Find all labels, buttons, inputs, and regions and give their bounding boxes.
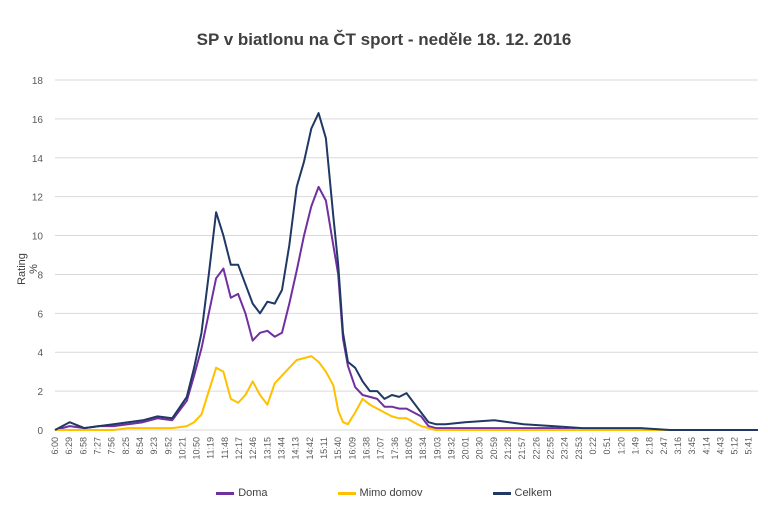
x-tick-label: 2:18: [645, 437, 655, 455]
x-tick-label: 7:56: [107, 437, 117, 455]
x-tick-label: 15:11: [319, 437, 329, 459]
x-tick-labels: 6:00 6:29 6:58 7:27 7:56 8:25 8:54 9:23 9:52 10:2…: [50, 437, 754, 460]
x-tick-label: 23:53: [574, 437, 584, 460]
x-tick-label: 21:28: [503, 437, 513, 460]
x-tick-label: 16:09: [347, 437, 357, 460]
x-tick-label: 20:59: [489, 437, 499, 460]
x-tick-label: 1:20: [616, 437, 626, 455]
x-tick-label: 2:47: [659, 437, 669, 455]
series-line-mimo-domov: [55, 355, 758, 431]
y-tick-label: 0: [37, 426, 43, 437]
x-tick-label: 5:12: [730, 437, 740, 455]
x-tick-label: 6:00: [50, 437, 60, 455]
legend-swatch-mimo-domov: [337, 491, 356, 495]
x-tick-label: 11:48: [220, 437, 230, 459]
legend-label-doma: Doma: [238, 487, 268, 499]
x-tick-label: 3:45: [687, 437, 697, 455]
x-tick-label: 20:01: [461, 437, 471, 460]
x-tick-label: 7:27: [92, 437, 102, 455]
legend: Doma Mimo domov Celkem: [0, 487, 768, 499]
x-tick-label: 11:19: [206, 437, 216, 459]
grid-lines: [55, 79, 758, 431]
legend-swatch-celkem: [492, 491, 511, 495]
y-tick-label: 10: [32, 232, 44, 243]
y-tick-label: 16: [32, 115, 44, 126]
x-tick-label: 12:46: [248, 437, 258, 460]
x-tick-label: 0:51: [602, 437, 612, 455]
x-tick-label: 0:22: [588, 437, 598, 455]
x-tick-label: 19:32: [446, 437, 456, 460]
x-tick-label: 6:29: [64, 437, 74, 455]
x-tick-label: 18:05: [404, 437, 414, 460]
y-tick-label: 18: [32, 76, 44, 87]
x-tick-label: 13:15: [262, 437, 272, 460]
x-tick-label: 10:21: [177, 437, 187, 460]
x-tick-label: 1:49: [630, 437, 640, 455]
series-line-doma: [54, 185, 758, 431]
x-tick-label: 4:43: [715, 437, 725, 455]
x-tick-label: 8:54: [135, 437, 145, 455]
x-tick-label: 23:24: [560, 437, 570, 460]
legend-label-mimo-domov: Mimo domov: [359, 487, 423, 499]
x-tick-label: 22:55: [546, 437, 556, 460]
x-tick-label: 18:34: [418, 437, 428, 460]
x-tick-label: 12:17: [234, 437, 244, 460]
x-tick-label: 17:36: [390, 437, 400, 460]
legend-label-celkem: Celkem: [514, 487, 552, 499]
x-tick-label: 20:30: [475, 437, 485, 460]
x-tick-label: 16:38: [361, 437, 371, 460]
x-tick-label: 5:41: [744, 437, 754, 455]
x-tick-label: 10:50: [192, 437, 202, 460]
y-tick-label: 6: [37, 309, 43, 320]
y-tick-label: 4: [37, 348, 43, 359]
x-tick-label: 9:23: [149, 437, 159, 455]
x-tick-label: 14:42: [305, 437, 315, 460]
x-tick-label: 6:58: [78, 437, 88, 455]
x-tick-label: 22:26: [531, 437, 541, 460]
x-tick-label: 13:44: [277, 437, 287, 460]
x-tick-label: 14:13: [291, 437, 301, 460]
legend-item-doma: Doma: [216, 487, 268, 499]
legend-swatch-doma: [216, 491, 235, 495]
y-tick-label: 14: [32, 154, 44, 165]
y-tick-label: 12: [32, 193, 44, 204]
x-tick-label: 9:52: [163, 437, 173, 455]
x-tick-label: 21:57: [517, 437, 527, 460]
series-line-celkem: [54, 112, 758, 431]
x-tick-label: 8:25: [121, 437, 131, 455]
x-tick-label: 15:40: [333, 437, 343, 460]
legend-item-mimo-domov: Mimo domov: [337, 487, 423, 499]
chart-title: SP v biatlonu na ČT sport - neděle 18. 1…: [196, 30, 572, 49]
y-tick-labels: 0 2 4 6 8 10 12 14 16 18: [32, 76, 44, 437]
legend-item-celkem: Celkem: [492, 487, 552, 499]
x-tick-label: 19:03: [432, 437, 442, 460]
y-tick-label: 2: [37, 387, 43, 398]
x-tick-label: 4:14: [701, 437, 711, 455]
y-tick-label: 8: [37, 270, 43, 281]
x-tick-label: 17:07: [376, 437, 386, 460]
x-tick-label: 3:16: [673, 437, 683, 455]
series-lines: [54, 112, 758, 431]
